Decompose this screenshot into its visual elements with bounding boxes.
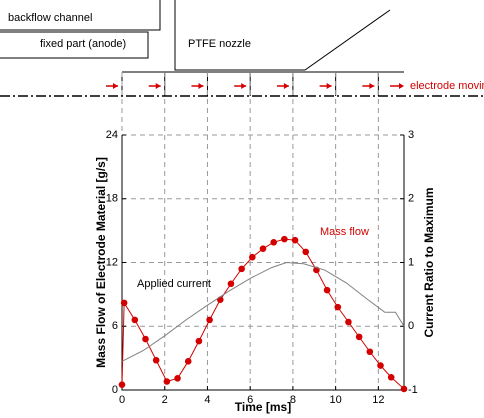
motion-arrow-head — [241, 83, 247, 89]
x-tick-label: 12 — [372, 394, 384, 406]
diagram-label: electrode moving — [410, 80, 484, 92]
data-point — [400, 385, 408, 393]
motion-arrow-head — [113, 83, 118, 89]
data-point — [366, 348, 374, 356]
data-point — [377, 362, 384, 369]
x-tick-label: 2 — [162, 394, 168, 406]
motion-arrow-head — [369, 83, 375, 89]
data-point — [195, 337, 203, 345]
y2-tick-label: 3 — [408, 129, 414, 141]
data-point — [387, 373, 395, 381]
motion-arrow-head — [326, 83, 332, 89]
diagram-label: backflow channel — [8, 12, 92, 24]
data-point — [281, 235, 288, 243]
axis-frame — [121, 135, 405, 391]
data-point — [142, 335, 149, 343]
data-point — [291, 236, 299, 244]
motion-arrow-head — [399, 83, 404, 89]
series-label: Applied current — [137, 278, 211, 290]
data-point — [120, 299, 128, 307]
x-tick-label: 4 — [204, 394, 210, 406]
y-axis-title: Mass Flow of Electrode Material [g/s] — [94, 157, 108, 368]
data-point — [259, 245, 267, 252]
data-point — [270, 239, 277, 246]
series-label: Mass flow — [320, 226, 369, 238]
motion-arrow-head — [198, 83, 204, 89]
y2-tick-label: 1 — [408, 256, 414, 268]
series-line — [121, 261, 405, 362]
series-line — [121, 238, 405, 390]
diagram-label: fixed part (anode) — [40, 38, 126, 50]
x-axis-title: Time [ms] — [235, 400, 291, 414]
data-point — [174, 375, 181, 382]
nozzle-outline — [174, 0, 391, 71]
data-point — [334, 303, 342, 311]
backflow-channel-outline — [0, 0, 161, 31]
y2-axis-title: Current Ratio to Maximum — [422, 187, 436, 337]
data-point — [249, 253, 256, 261]
motion-arrow-head — [283, 83, 289, 89]
x-tick-label: 0 — [119, 394, 125, 406]
y-tick-label: 18 — [106, 193, 118, 205]
data-point — [355, 333, 363, 341]
nozzle-diagram: backflow channel fixed part (anode) PTFE… — [0, 0, 484, 97]
data-point — [118, 381, 126, 388]
data-point — [163, 378, 171, 385]
y-tick-label: 12 — [106, 256, 118, 268]
x-tick-label: 6 — [247, 394, 253, 406]
data-point — [206, 316, 213, 324]
motion-arrow-head — [155, 83, 161, 89]
y-tick-label: 6 — [112, 320, 118, 332]
data-point — [184, 358, 192, 365]
data-point — [227, 280, 235, 288]
data-point — [152, 356, 160, 364]
anode-outline — [0, 31, 149, 59]
x-tick-label: 8 — [290, 394, 296, 406]
data-point — [345, 318, 352, 326]
y2-tick-label: 0 — [408, 320, 414, 332]
data-point — [238, 265, 245, 273]
diagram-label: PTFE nozzle — [188, 38, 251, 50]
y-tick-label: 24 — [106, 129, 118, 141]
x-tick-label: 10 — [330, 394, 342, 406]
data-point — [131, 316, 139, 324]
y-tick-label: 0 — [112, 384, 118, 396]
y2-tick-label: -1 — [408, 384, 418, 396]
y2-tick-label: 2 — [408, 193, 414, 205]
data-point — [323, 286, 331, 294]
data-point — [302, 248, 310, 256]
